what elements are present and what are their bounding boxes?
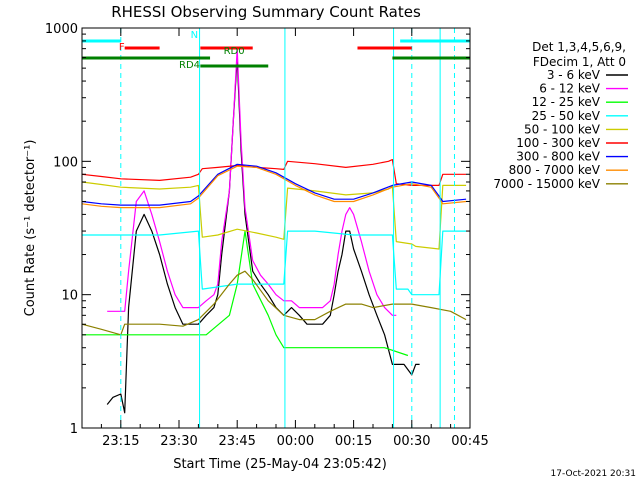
flag-bars: N F RD0 RD4 — [82, 30, 470, 71]
series-line-1 — [107, 48, 397, 316]
date-stamp: 17-Oct-2021 20:31 — [551, 469, 636, 479]
series-line-0 — [106, 56, 420, 414]
series-line-3 — [82, 230, 467, 296]
x-axis-label: Start Time (25-May-04 23:05:42) — [173, 457, 387, 472]
plot-data — [81, 28, 467, 428]
y-tick-label-0: 1 — [70, 422, 78, 437]
y-tick-label-1: 10 — [61, 289, 78, 304]
legend-label-0: 3 - 6 keV — [547, 68, 601, 82]
legend-label-4: 50 - 100 keV — [524, 122, 601, 136]
y-tick-label-3: 1000 — [45, 22, 78, 37]
x-tick-label-6: 00:45 — [451, 434, 488, 449]
legend-label-5: 100 - 300 keV — [516, 136, 600, 150]
series-line-8 — [81, 270, 467, 336]
legend-label-6: 300 - 800 keV — [516, 150, 600, 164]
legend-header-1: FDecim 1, Att 0 — [533, 55, 626, 69]
x-tick-label-5: 00:30 — [393, 434, 430, 449]
series-line-4 — [81, 181, 467, 250]
y-axis-label: Count Rate (s⁻¹ detector⁻¹) — [23, 140, 38, 317]
legend-label-2: 12 - 25 keV — [532, 95, 601, 109]
x-tick-label-2: 23:45 — [218, 434, 255, 449]
flag-label-rd4: RD4 — [179, 60, 200, 71]
legend-label-1: 6 - 12 keV — [539, 82, 601, 96]
x-tick-label-0: 23:15 — [102, 434, 139, 449]
y-tick-label-2: 100 — [53, 155, 78, 170]
legend-label-3: 25 - 50 keV — [532, 109, 601, 123]
flag-label-rd0: RD0 — [224, 46, 245, 57]
x-tick-label-4: 00:15 — [335, 434, 372, 449]
series-line-6 — [81, 163, 467, 206]
x-tick-label-1: 23:30 — [160, 434, 197, 449]
series-line-5 — [81, 159, 467, 186]
legend-header-0: Det 1,3,4,5,6,9, — [532, 40, 626, 54]
flag-label-n: N — [191, 30, 198, 41]
legend-label-7: 800 - 7000 keV — [509, 163, 601, 177]
chart-title: RHESSI Observing Summary Count Rates — [111, 3, 421, 21]
x-tick-label-3: 00:00 — [277, 434, 314, 449]
legend-label-8: 7000 - 15000 keV — [493, 177, 600, 191]
flag-label-f: F — [119, 42, 125, 53]
series-line-7 — [81, 165, 467, 209]
axis-ticks: 23:15 23:30 23:45 00:00 00:15 00:30 00:45 1 10 10… — [45, 22, 489, 449]
legend: Det 1,3,4,5,6,9,FDecim 1, Att 03 - 6 keV… — [493, 40, 628, 191]
